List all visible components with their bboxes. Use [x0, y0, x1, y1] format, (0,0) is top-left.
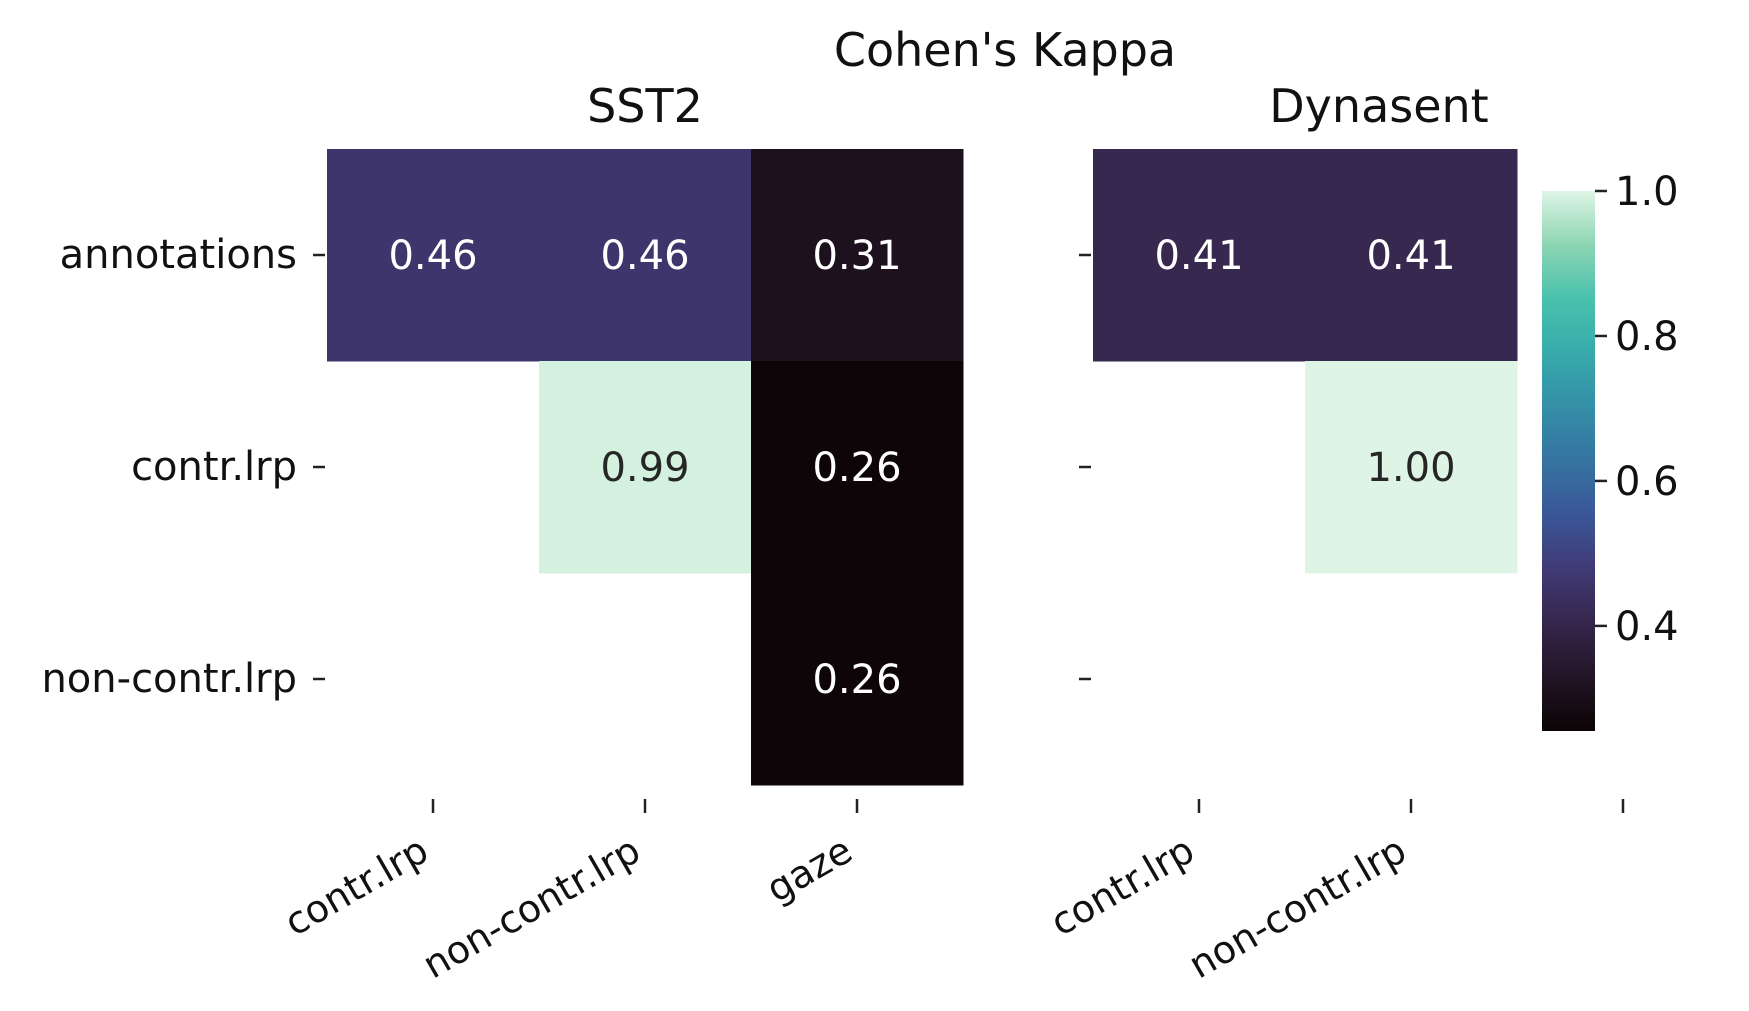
heatmap-cell [539, 149, 752, 362]
x-tick-label: non-contr.lrp [415, 828, 647, 987]
y-tick-label: non-contr.lrp [41, 656, 297, 702]
colorbar-tick-label: 0.6 [1615, 459, 1679, 505]
heatmap-cell [1305, 149, 1518, 362]
cell-value-label: 1.00 [1366, 445, 1455, 491]
x-tick-label: contr.lrp [1043, 828, 1202, 945]
x-tick-label: gaze [759, 828, 860, 911]
colorbar-tick-label: 0.4 [1615, 604, 1679, 650]
cell-value-label: 0.46 [388, 233, 477, 279]
heatmap-cell [327, 149, 540, 362]
colorbar-ticks: 0.4 0.6 0.8 1.0 [1595, 169, 1679, 650]
cell-value-label: 0.46 [600, 233, 689, 279]
x-tick-label: contr.lrp [277, 828, 436, 945]
heatmap-cell [751, 149, 964, 362]
cell-value-label: 0.31 [812, 233, 901, 279]
x-tick-label: non-contr.lrp [1181, 828, 1413, 987]
cell-value-label: 0.99 [600, 445, 689, 491]
colorbar-gradient [1542, 191, 1595, 731]
row-labels: annotations contr.lrp non-contr.lrp [41, 232, 297, 702]
colorbar-tick-label: 1.0 [1615, 169, 1679, 215]
heatmap-cell [751, 361, 964, 574]
panel-sst2: SST2 0.46 0.46 0.31 0.99 0.26 0.26 contr.lrpnon… [277, 79, 964, 987]
panel-title: SST2 [587, 79, 703, 133]
cell-value-label: 0.41 [1366, 233, 1455, 279]
cell-value-label: 0.26 [812, 445, 901, 491]
y-tick-label: annotations [60, 232, 297, 278]
heatmap-cell [1093, 149, 1306, 362]
colorbar-tick-label: 0.8 [1615, 314, 1679, 360]
cell-value-label: 0.26 [812, 657, 901, 703]
cell-value-label: 0.41 [1154, 233, 1243, 279]
heatmap-cell [539, 361, 752, 574]
y-tick-label: contr.lrp [131, 444, 297, 490]
heatmap-cell [751, 573, 964, 786]
heatmap-cell [1305, 361, 1518, 574]
panel-title: Dynasent [1269, 79, 1488, 133]
panel-dynasent: Dynasent 0.41 0.41 1.00 contr.lrpnon-contr.l… [1043, 79, 1625, 987]
colorbar: 0.4 0.6 0.8 1.0 [1542, 169, 1679, 731]
figure-title: Cohen's Kappa [834, 23, 1176, 77]
